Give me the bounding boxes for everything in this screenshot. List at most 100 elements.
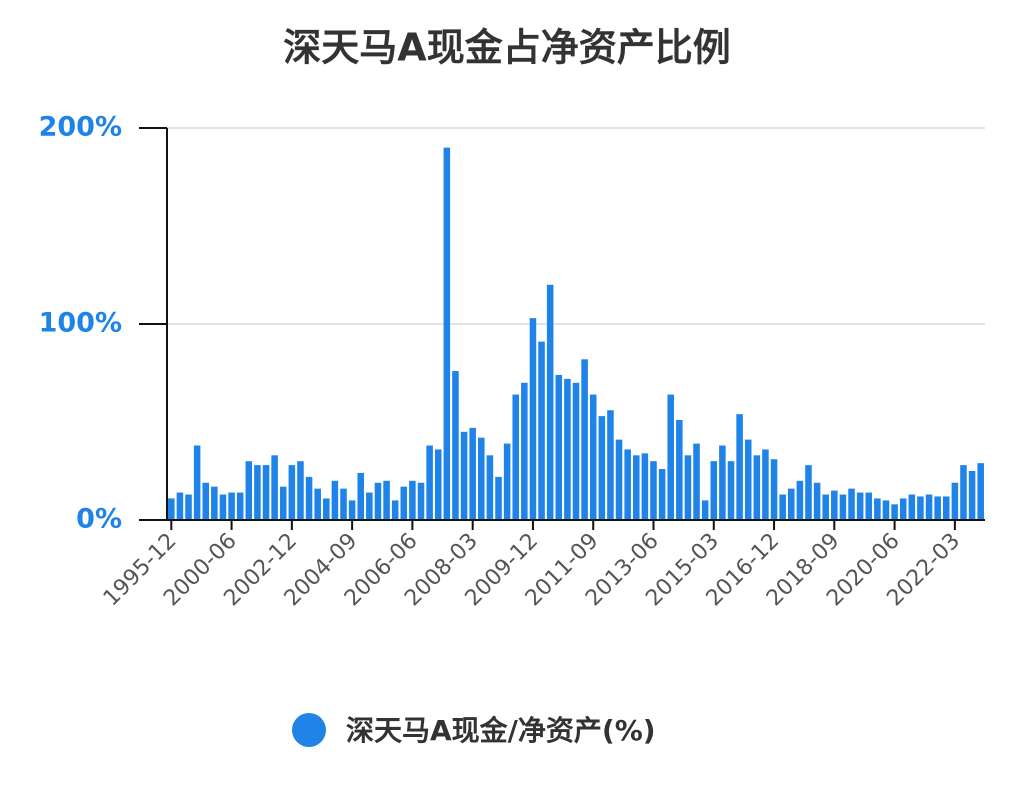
bar (856, 492, 864, 520)
bar (245, 461, 253, 520)
y-tick-label: 0% (76, 504, 122, 535)
bar (185, 494, 192, 520)
bar (917, 496, 924, 520)
bar (219, 494, 227, 520)
bar (521, 382, 528, 520)
bar (762, 449, 769, 520)
bar (641, 453, 649, 520)
bar (176, 492, 184, 520)
bar (891, 504, 898, 520)
bar (279, 486, 287, 520)
bar (719, 445, 726, 520)
bar (417, 482, 425, 520)
bar (297, 461, 304, 520)
bar (236, 492, 244, 520)
bar (546, 284, 554, 520)
bar (254, 465, 261, 520)
bar (942, 496, 950, 520)
bar (228, 492, 235, 520)
bar (908, 494, 916, 520)
bar (865, 492, 873, 520)
bar (314, 488, 321, 520)
bar (693, 443, 700, 520)
bar (391, 500, 399, 520)
bar (899, 498, 907, 520)
bar (271, 455, 278, 520)
bar (633, 455, 640, 520)
bar (340, 488, 347, 520)
bar (727, 461, 735, 520)
bar (744, 439, 752, 520)
bar (874, 498, 881, 520)
bar (882, 500, 890, 520)
bar (805, 465, 812, 520)
bar (589, 394, 597, 520)
bar (288, 465, 296, 520)
bar (934, 496, 941, 520)
bar (452, 371, 459, 520)
bar (676, 420, 683, 520)
bar (495, 476, 502, 520)
bar (383, 480, 390, 520)
bar (409, 480, 416, 520)
bar (598, 416, 606, 520)
bar (374, 482, 382, 520)
bar (770, 459, 778, 520)
bar (710, 461, 718, 520)
bar (443, 147, 451, 520)
bar (262, 465, 270, 520)
legend-marker (292, 713, 326, 747)
bar (831, 490, 838, 520)
bar (822, 494, 829, 520)
bar (667, 394, 674, 520)
bar (839, 494, 847, 520)
bar (564, 378, 571, 520)
bar (348, 500, 356, 520)
bar (779, 494, 786, 520)
bar (813, 482, 821, 520)
y-tick-label: 100% (39, 308, 122, 339)
bar (787, 488, 795, 520)
bar (529, 318, 537, 520)
bar (460, 431, 468, 520)
bar (486, 455, 494, 520)
bar (701, 500, 709, 520)
bar (951, 482, 959, 520)
bar (736, 414, 743, 520)
bar (193, 445, 201, 520)
bar (469, 427, 476, 520)
bar (684, 455, 692, 520)
bar (650, 461, 657, 520)
bar (658, 469, 666, 520)
bar (357, 472, 365, 520)
bar (848, 488, 855, 520)
chart-title: 深天马A现金占净资产比例 (283, 26, 730, 70)
bar (503, 443, 511, 520)
y-tick-label: 200% (39, 112, 122, 143)
bar (211, 486, 218, 520)
bar (753, 455, 761, 520)
bar (581, 359, 588, 520)
bar (607, 410, 614, 520)
bar (555, 374, 563, 520)
bar (400, 486, 408, 520)
bar (426, 445, 433, 520)
bar (960, 465, 967, 520)
bar (366, 492, 373, 520)
bar (615, 439, 623, 520)
bar (434, 449, 442, 520)
legend-label: 深天马A现金/净资产(%) (346, 714, 656, 747)
bar (624, 449, 631, 520)
bar (202, 482, 210, 520)
bar (168, 498, 175, 520)
bar (478, 437, 485, 520)
bar (968, 471, 976, 520)
bar (331, 480, 339, 520)
bar (977, 463, 984, 520)
bar (323, 498, 330, 520)
bar (305, 476, 313, 520)
bar (512, 394, 519, 520)
bar (796, 480, 804, 520)
bar (538, 341, 545, 520)
